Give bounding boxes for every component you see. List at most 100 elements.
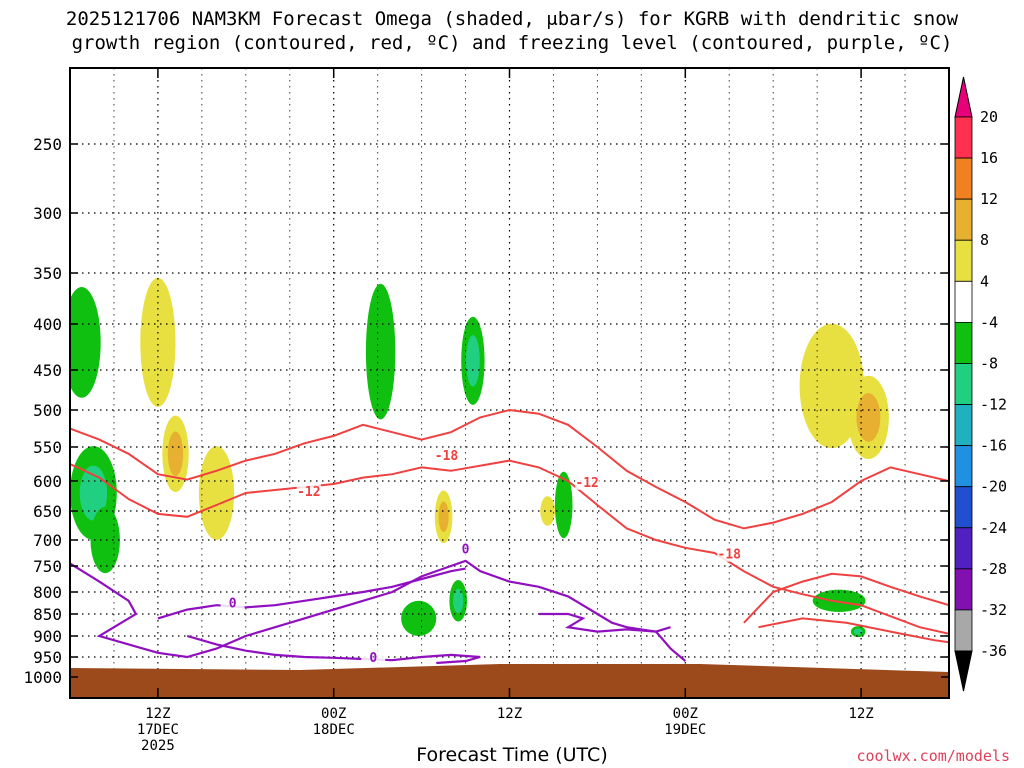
y-tick-label-900: 900: [33, 627, 62, 646]
omega-region-2-level-0: [90, 506, 120, 574]
colorbar-swatch-5: [954, 321, 973, 364]
y-tick-label-450: 450: [33, 361, 62, 380]
colorbar-swatch-2: [954, 198, 973, 241]
colorbar-over-arrow: [954, 76, 973, 118]
omega-region-14-level-1: [856, 393, 881, 442]
contour-label-bg-0: [434, 447, 459, 463]
colorbar-label--16: -16: [980, 437, 1007, 455]
y-tick-label-650: 650: [33, 502, 62, 521]
contour-label-0: -18: [435, 449, 459, 464]
y-tick-label-550: 550: [33, 438, 62, 457]
omega-region-4-level-1: [167, 431, 184, 477]
y-tick-label-1000: 1000: [23, 668, 62, 687]
contour-red-3: [758, 617, 949, 644]
colorbar-label--4: -4: [980, 313, 998, 331]
contour-label-2: -12: [575, 476, 598, 491]
omega-region-8-level-1: [438, 501, 449, 533]
x-tick-label-3-1: 19DEC: [664, 722, 706, 738]
colorbar-label-4: 4: [980, 272, 989, 290]
x-tick-label-0-0: 12Z: [145, 706, 170, 722]
omega-region-7-level-1: [466, 335, 480, 387]
colorbar-label-20: 20: [980, 108, 998, 126]
y-tick-label-400: 400: [33, 315, 62, 334]
x-axis-title: Forecast Time (UTC): [416, 744, 608, 766]
x-tick-label-1-0: 00Z: [321, 706, 346, 722]
colorbar-swatch-3: [954, 239, 973, 282]
colorbar-label--20: -20: [980, 478, 1007, 496]
omega-region-0-level-0: [70, 287, 101, 398]
contour-purple-3: [538, 612, 671, 633]
x-tick-label-4-0: 12Z: [848, 706, 873, 722]
omega-region-10-level-0: [401, 600, 437, 637]
colorbar-label-12: 12: [980, 190, 998, 208]
site-credit: coolwx.com/models: [856, 747, 1010, 765]
contour-label-1: -12: [297, 485, 320, 500]
colorbar-swatch-8: [954, 445, 973, 488]
colorbar-label--12: -12: [980, 396, 1007, 414]
terrain-fill: [70, 664, 949, 698]
colorbar-swatch-6: [954, 363, 973, 405]
y-tick-label-250: 250: [33, 135, 62, 154]
colorbar-swatch-1: [954, 157, 973, 200]
colorbar-swatch-9: [954, 486, 973, 529]
colorbar-label--24: -24: [980, 519, 1007, 537]
contour-label-bg-4: [453, 541, 478, 557]
colorbar-label--28: -28: [980, 560, 1007, 578]
colorbar-label-8: 8: [980, 231, 989, 249]
colorbar-label-16: 16: [980, 149, 998, 167]
contour-red-2: [743, 572, 949, 624]
contour-label-bg-6: [361, 650, 386, 666]
colorbar-swatch-11: [954, 568, 973, 611]
contour-label-bg-1: [296, 483, 321, 499]
contour-lines: -18 -12 -12 -18 0 0 0: [70, 408, 949, 666]
omega-region-12-level-0: [540, 496, 555, 526]
omega-region-15-level-0: [812, 589, 866, 612]
contour-label-bg-3: [717, 546, 742, 562]
contour-purple-0: [70, 559, 687, 662]
y-tick-label-850: 850: [33, 605, 62, 624]
terrain: [70, 664, 949, 698]
y-tick-label-750: 750: [33, 557, 62, 576]
y-tick-label-500: 500: [33, 401, 62, 420]
contour-label-6: 0: [369, 651, 377, 666]
omega-region-11-level-0: [554, 471, 573, 539]
contour-label-bg-5: [220, 595, 245, 611]
x-tick-label-3-0: 00Z: [673, 706, 698, 722]
colorbar: 20 16 12 8 4 -4 -8 -12 -16 -20 -24 -28 -32 -36: [954, 76, 1007, 692]
omega-region-5-level-0: [198, 446, 235, 540]
y-tick-label-300: 300: [33, 204, 62, 223]
x-tick-label-1-1: 18DEC: [313, 722, 355, 738]
colorbar-label--32: -32: [980, 601, 1007, 619]
y-tick-label-600: 600: [33, 472, 62, 491]
contour-red-0: [70, 408, 949, 530]
x-tick-label-2-0: 12Z: [497, 706, 522, 722]
colorbar-label--8: -8: [980, 354, 998, 372]
omega-region-6-level-0: [365, 283, 396, 420]
colorbar-swatch-7: [954, 404, 973, 447]
colorbar-swatch-10: [954, 527, 973, 570]
y-tick-label-350: 350: [33, 264, 62, 283]
contour-label-5: 0: [229, 596, 237, 611]
contour-label-bg-2: [575, 474, 600, 490]
colorbar-swatch-0: [954, 116, 973, 159]
x-tick-label-0-2: 2025: [141, 738, 175, 754]
omega-region-3-level-0: [140, 277, 176, 407]
omega-region-9-level-1: [453, 588, 464, 613]
colorbar-label--36: -36: [980, 642, 1007, 660]
chart-title-line1: 2025121706 NAM3KM Forecast Omega (shaded…: [65, 8, 959, 30]
colorbar-swatch-12: [954, 609, 973, 652]
contour-purple-2: [186, 634, 481, 665]
y-tick-label-700: 700: [33, 531, 62, 550]
y-tick-label-800: 800: [33, 583, 62, 602]
y-tick-label-950: 950: [33, 648, 62, 667]
omega-region-13-level-0: [799, 323, 864, 449]
y-axis: 250 300 350 400 450 500 550 600 650 700 750 800 850 9…: [23, 135, 949, 687]
contour-label-4: 0: [462, 542, 470, 557]
omega-region-16-level-1: [853, 628, 863, 635]
contour-red-1: [70, 459, 949, 635]
colorbar-swatch-4: [954, 280, 973, 323]
contour-label-3: -18: [718, 548, 742, 563]
contour-purple-1: [157, 567, 466, 620]
colorbar-under-arrow: [954, 650, 973, 692]
